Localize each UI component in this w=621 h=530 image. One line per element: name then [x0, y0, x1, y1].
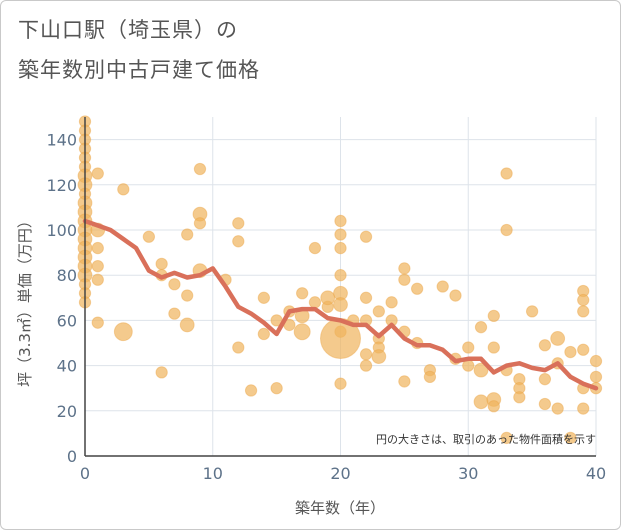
- bubble-size-note: 円の大きさは、取引のあった物件面積を示す: [376, 432, 596, 446]
- data-bubble: [487, 400, 500, 413]
- data-bubble: [359, 291, 373, 304]
- data-bubble: [577, 402, 590, 415]
- x-tick-label: 20: [330, 464, 350, 483]
- x-tick-label: 0: [80, 464, 90, 483]
- data-bubble: [244, 384, 258, 397]
- data-bubble: [91, 260, 104, 273]
- bubble-series: [77, 115, 603, 445]
- data-bubble: [232, 217, 245, 230]
- y-tick-label: 40: [57, 357, 77, 376]
- x-tick-label: 10: [203, 464, 223, 483]
- data-bubble: [91, 241, 104, 255]
- average-line-series: [82, 218, 599, 391]
- data-bubble: [181, 289, 194, 302]
- data-bubble: [589, 370, 603, 384]
- data-bubble: [334, 214, 347, 228]
- data-bubble: [232, 341, 245, 354]
- data-bubble: [538, 373, 552, 386]
- data-bubble: [257, 291, 271, 304]
- data-bubble: [550, 331, 566, 346]
- data-bubble: [474, 321, 488, 334]
- data-bubble: [564, 345, 577, 359]
- data-bubble: [334, 269, 347, 282]
- y-tick-label: 100: [46, 221, 77, 240]
- data-bubble: [487, 341, 500, 354]
- data-bubble: [436, 280, 449, 293]
- data-bubble: [168, 278, 181, 291]
- data-bubble: [473, 394, 489, 410]
- data-bubble: [320, 290, 336, 306]
- data-bubble: [257, 327, 271, 341]
- data-bubble: [500, 223, 513, 237]
- data-bubble: [168, 307, 181, 320]
- chart-title-line-1: 下山口駅（埼玉県）の: [18, 18, 238, 42]
- data-bubble: [91, 316, 104, 329]
- data-bubble: [359, 359, 373, 372]
- y-tick-label: 140: [46, 131, 77, 150]
- data-bubble: [117, 183, 130, 196]
- data-bubble: [410, 282, 424, 295]
- data-bubble: [333, 297, 348, 313]
- data-bubble: [449, 289, 462, 302]
- x-tick-label: 40: [586, 464, 606, 483]
- data-bubble: [487, 309, 500, 323]
- y-tick-label: 60: [57, 311, 77, 330]
- data-bubble: [359, 230, 373, 243]
- axes: 0 20 40 60 80 100 120 140 0 10 20 30 40: [46, 117, 606, 483]
- data-bubble: [296, 287, 309, 300]
- data-bubble: [500, 167, 513, 180]
- data-bubble: [500, 431, 513, 445]
- data-bubble: [564, 431, 577, 445]
- data-bubble: [359, 348, 373, 361]
- data-bubble: [513, 391, 526, 404]
- data-bubble: [293, 323, 311, 341]
- data-bubble: [398, 375, 411, 388]
- data-bubble: [423, 370, 437, 384]
- data-bubble: [113, 322, 133, 342]
- average-line: [82, 218, 599, 391]
- data-bubble: [577, 343, 590, 356]
- data-bubble: [462, 341, 475, 354]
- data-bubble: [372, 305, 385, 318]
- data-bubble: [398, 273, 411, 286]
- data-bubble: [538, 339, 552, 352]
- data-bubble: [334, 228, 347, 241]
- data-bubble: [538, 397, 552, 411]
- chart-title-line-2: 築年数別中古戸建て価格: [18, 58, 260, 82]
- y-tick-label: 80: [57, 266, 77, 285]
- data-bubble: [385, 296, 398, 309]
- x-tick-label: 30: [458, 464, 478, 483]
- data-bubble: [577, 293, 590, 307]
- data-bubble: [91, 167, 104, 180]
- data-bubble: [232, 235, 245, 248]
- data-bubble: [308, 241, 322, 255]
- data-bubble: [193, 217, 207, 230]
- data-bubble: [155, 257, 168, 271]
- data-bubble: [155, 366, 168, 379]
- data-bubble: [398, 262, 411, 275]
- x-axis-title: 築年数（年）: [295, 499, 385, 517]
- data-bubble: [334, 377, 347, 390]
- data-bubble: [270, 382, 283, 395]
- data-bubble: [193, 162, 207, 176]
- data-bubble: [525, 305, 539, 318]
- y-tick-label: 0: [67, 447, 77, 466]
- y-tick-label: 20: [57, 402, 77, 421]
- data-bubble: [142, 230, 156, 243]
- data-bubble: [308, 296, 322, 309]
- data-bubble: [473, 362, 489, 378]
- y-tick-label: 120: [46, 176, 77, 195]
- data-bubble: [179, 317, 195, 333]
- data-bubble: [334, 241, 347, 255]
- y-axis-title: 坪（3.3㎡）単価（万円）: [16, 213, 34, 387]
- data-bubble: [371, 349, 387, 364]
- data-bubble: [589, 354, 603, 368]
- data-bubble: [91, 273, 104, 286]
- data-bubble: [551, 402, 564, 415]
- data-bubble: [577, 305, 590, 318]
- data-bubble: [181, 228, 194, 241]
